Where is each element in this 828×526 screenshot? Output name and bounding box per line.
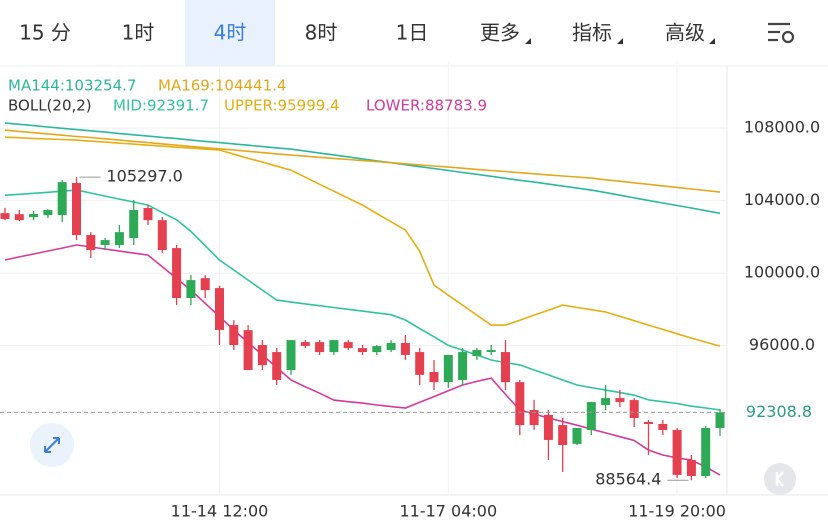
candle-body — [672, 429, 682, 475]
reset-icon — [775, 471, 784, 487]
candle-body — [644, 421, 653, 424]
plot: 105297.0 88564.4 — [0, 62, 727, 495]
x-tick-label: 11-14 12:00 — [171, 502, 269, 521]
candle-body — [572, 427, 582, 444]
x-tick-label: 11-17 04:00 — [399, 502, 497, 521]
high-annotation: 105297.0 — [107, 167, 183, 186]
tab[interactable]: 指标 — [572, 21, 612, 45]
y-tick-label: 104000.0 — [744, 190, 820, 209]
candle-body — [472, 350, 482, 357]
active-tab-bg — [185, 0, 275, 66]
tab[interactable]: 1时 — [122, 21, 155, 45]
indicator-line — [4, 129, 721, 193]
candle-body — [486, 350, 496, 353]
candle-body — [686, 460, 696, 476]
candle-body — [286, 340, 296, 370]
candle-body — [129, 210, 139, 239]
dropdown-arrow — [525, 38, 531, 44]
candle-body — [543, 414, 553, 440]
candle-body — [300, 342, 310, 346]
candle-body — [57, 182, 67, 216]
candle-body — [157, 220, 167, 251]
candle-body — [200, 278, 210, 291]
boll-label: BOLL(20,2) — [8, 97, 92, 115]
candle-body — [386, 342, 396, 351]
candle-body — [715, 412, 725, 428]
legend-entry: MID:92391.7 — [113, 97, 209, 115]
candle-body — [501, 352, 510, 383]
candle-body — [14, 214, 24, 221]
candle-body — [100, 240, 110, 245]
indicator-line — [4, 244, 721, 476]
candle-body — [701, 427, 711, 476]
candle-body — [601, 398, 611, 405]
candle-body — [658, 423, 668, 430]
candle-body — [558, 425, 568, 445]
candle-body — [43, 210, 53, 216]
candle-body — [0, 213, 10, 220]
candle-body — [315, 342, 325, 353]
candle-body — [172, 248, 182, 299]
legend-entry: UPPER:95999.4 — [224, 97, 340, 115]
y-tick-label: 108000.0 — [744, 118, 820, 137]
candle-body — [458, 352, 468, 380]
last-price-box — [735, 400, 823, 425]
candle-body — [429, 371, 439, 383]
candle-body — [272, 352, 282, 380]
candle-body — [86, 235, 96, 251]
candle-body — [29, 214, 39, 218]
candle-body — [243, 330, 253, 370]
candle-body — [229, 325, 239, 345]
candle-body — [515, 382, 525, 426]
candle-body — [215, 288, 224, 330]
candle-body — [143, 208, 153, 221]
candle-body — [186, 280, 196, 299]
candle-body — [72, 183, 81, 236]
candle-body — [358, 348, 367, 353]
reset-button[interactable] — [764, 463, 796, 495]
indicator-line — [4, 136, 721, 347]
indicator-line — [4, 189, 721, 411]
candle-body — [114, 232, 124, 245]
candle-body — [586, 402, 596, 430]
candle-body — [343, 342, 353, 349]
settings-icon[interactable] — [768, 22, 795, 44]
tab[interactable]: 4时 — [214, 21, 247, 45]
candle-body — [629, 400, 639, 419]
y-tick-label: 100000.0 — [744, 263, 820, 282]
last-price-label: 92308.8 — [746, 402, 812, 421]
indicator-line — [4, 122, 721, 215]
candle-body — [372, 346, 382, 353]
legend-entry: MA169:104441.4 — [158, 77, 286, 95]
low-annotation: 88564.4 — [595, 470, 661, 489]
candle-body — [615, 398, 625, 403]
tab[interactable]: 15 分 — [19, 21, 71, 45]
legend-entry: LOWER:88783.9 — [366, 97, 487, 115]
candle-body — [415, 352, 425, 375]
dropdown-arrow — [709, 38, 715, 44]
tab[interactable]: 更多 — [480, 21, 520, 45]
tab[interactable]: 1日 — [396, 21, 429, 45]
expand-icon — [44, 437, 60, 453]
legend-entry: MA144:103254.7 — [8, 77, 136, 95]
x-tick-label: 11-19 20:00 — [628, 502, 726, 521]
dropdown-arrow — [617, 38, 623, 44]
candle-body — [257, 344, 267, 366]
y-tick-label: 96000.0 — [749, 335, 815, 354]
tab[interactable]: 8时 — [305, 21, 338, 45]
candle-body — [329, 340, 339, 353]
candle-body — [400, 342, 410, 355]
candle-body — [529, 410, 539, 426]
tab[interactable]: 高级 — [665, 21, 705, 45]
candle-body — [443, 354, 453, 383]
